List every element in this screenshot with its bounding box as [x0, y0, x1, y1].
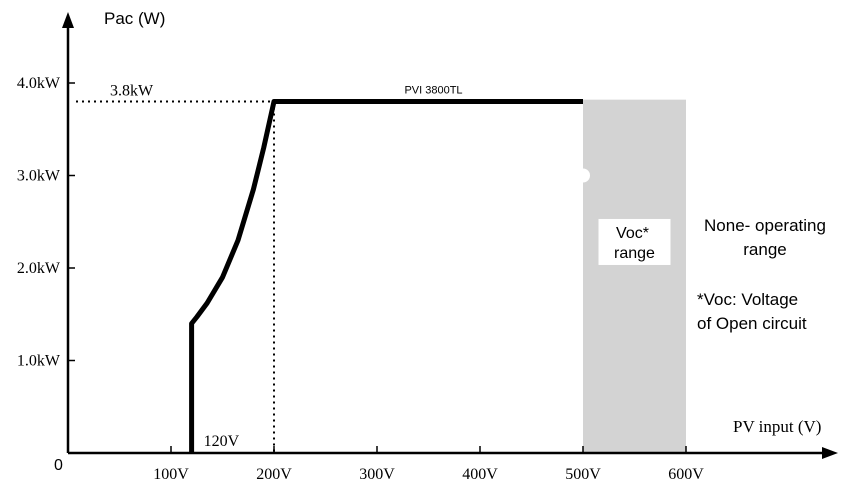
x-tick-label-4: 500V — [565, 466, 601, 483]
non-operating-label-line2: range — [743, 240, 786, 259]
rated-power-label: 3.8kW — [110, 83, 154, 100]
voc-band-notch — [576, 168, 590, 183]
y-axis-arrow-icon — [62, 12, 74, 28]
start-voltage-label: 120V — [204, 433, 240, 450]
y-tick-label-2: 3.0kW — [17, 168, 61, 185]
footnote-line1: *Voc: Voltage — [697, 290, 798, 309]
non-operating-label-line1: None- operating — [704, 216, 826, 235]
x-tick-label-0: 100V — [153, 466, 189, 483]
x-tick-label-2: 300V — [359, 466, 395, 483]
x-axis-ticks: 100V 200V 300V 400V 500V 600V — [153, 446, 704, 483]
voc-label-line2: range — [614, 245, 655, 262]
x-tick-label-1: 200V — [256, 466, 292, 483]
x-axis-arrow-icon — [822, 447, 838, 459]
voc-label-line1: Voc* — [616, 225, 649, 242]
y-axis-title: Pac (W) — [104, 9, 165, 28]
y-tick-label-0: 1.0kW — [17, 353, 61, 370]
y-axis-ticks: 1.0kW 2.0kW 3.0kW 4.0kW — [17, 75, 75, 370]
x-axis-title: PV input (V) — [733, 417, 821, 436]
x-tick-label-5: 600V — [668, 466, 704, 483]
y-tick-label-3: 4.0kW — [17, 75, 61, 92]
footnote-line2: of Open circuit — [697, 314, 807, 333]
voc-label-box — [598, 218, 671, 265]
voc-range-band — [583, 99, 686, 453]
origin-label: 0 — [54, 457, 63, 474]
y-tick-label-1: 2.0kW — [17, 260, 61, 277]
x-tick-label-3: 400V — [462, 466, 498, 483]
series-label: PVI 3800TL — [404, 85, 462, 97]
series-line-pvi-3800tl — [189, 99, 583, 453]
